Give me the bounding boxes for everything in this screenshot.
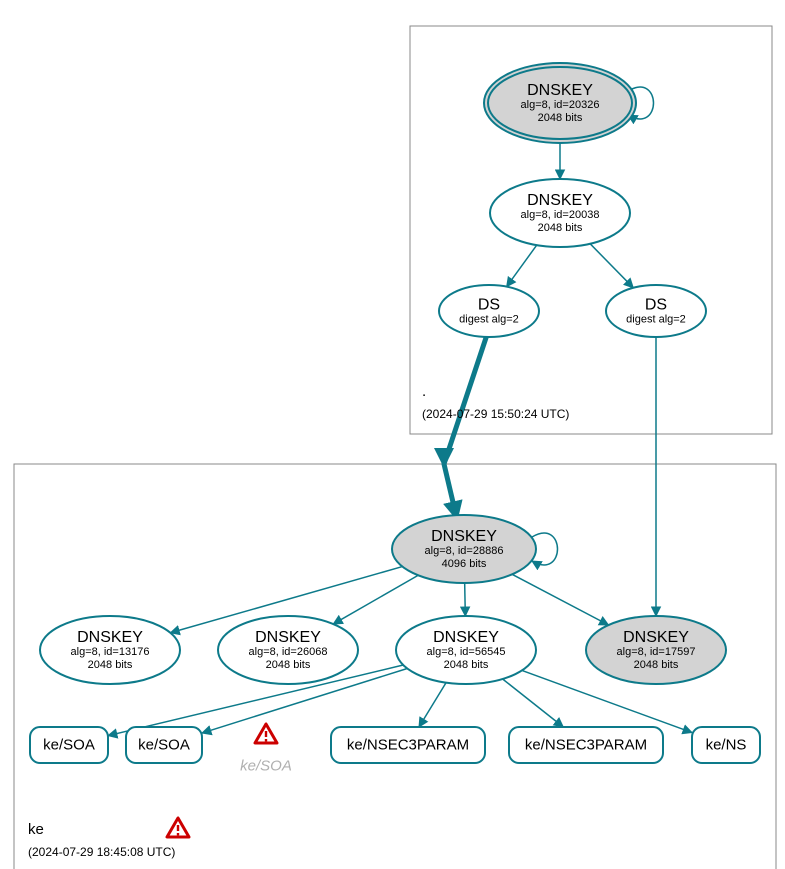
node-label: 2048 bits <box>266 659 311 671</box>
zone-timestamp: (2024-07-29 18:45:08 UTC) <box>28 845 175 859</box>
edge-n3-n5 <box>444 337 486 515</box>
node-label: DNSKEY <box>527 192 593 209</box>
node-n6: DNSKEYalg=8, id=131762048 bits <box>40 616 180 684</box>
zone-label: ke <box>28 821 44 838</box>
node-label: alg=8, id=28886 <box>425 545 504 557</box>
node-n7: DNSKEYalg=8, id=260682048 bits <box>218 616 358 684</box>
node-r2: ke/SOA <box>126 727 202 763</box>
node-label: DNSKEY <box>623 629 689 646</box>
node-label: alg=8, id=17597 <box>617 646 696 658</box>
edge-n2-n3 <box>507 245 537 287</box>
warning-icon <box>167 818 189 837</box>
node-label: DS <box>478 297 500 314</box>
node-r4: ke/NSEC3PARAM <box>331 727 485 763</box>
node-label: 4096 bits <box>442 558 487 570</box>
node-label: DNSKEY <box>255 629 321 646</box>
edge-n5-n8 <box>465 583 466 616</box>
zone-label: . <box>422 383 426 400</box>
node-label: DNSKEY <box>527 82 593 99</box>
node-label: ke/NSEC3PARAM <box>347 737 469 754</box>
node-label: 2048 bits <box>634 659 679 671</box>
node-label: DNSKEY <box>431 528 497 545</box>
node-label: ke/SOA <box>138 737 190 754</box>
node-label: alg=8, id=20326 <box>521 99 600 111</box>
node-label: alg=8, id=20038 <box>521 209 600 221</box>
node-label: ke/NS <box>706 737 747 754</box>
edge-n5-n9 <box>512 574 608 625</box>
node-label: 2048 bits <box>538 222 583 234</box>
warning-icon <box>255 724 277 743</box>
node-label: ke/NSEC3PARAM <box>525 737 647 754</box>
node-label: ke/SOA <box>240 758 292 775</box>
node-n5: DNSKEYalg=8, id=288864096 bits <box>392 515 536 583</box>
node-label: 2048 bits <box>88 659 133 671</box>
node-label: alg=8, id=56545 <box>427 646 506 658</box>
node-label: 2048 bits <box>538 112 583 124</box>
dnsviz-diagram: DNSKEYalg=8, id=203262048 bitsDNSKEYalg=… <box>0 0 785 869</box>
node-label: DNSKEY <box>433 629 499 646</box>
node-label: DS <box>645 297 667 314</box>
node-r3: ke/SOA <box>240 724 292 775</box>
node-label: DNSKEY <box>77 629 143 646</box>
zone-timestamp: (2024-07-29 15:50:24 UTC) <box>422 407 569 421</box>
node-label: ke/SOA <box>43 737 95 754</box>
node-n3: DSdigest alg=2 <box>439 285 539 337</box>
edge-n8-r5 <box>503 679 564 727</box>
node-label: 2048 bits <box>444 659 489 671</box>
node-n2: DNSKEYalg=8, id=200382048 bits <box>490 179 630 247</box>
node-n4: DSdigest alg=2 <box>606 285 706 337</box>
node-label: digest alg=2 <box>626 314 686 326</box>
node-n1: DNSKEYalg=8, id=203262048 bits <box>484 63 636 143</box>
edge-n8-r4 <box>419 683 446 727</box>
node-r6: ke/NS <box>692 727 760 763</box>
node-label: alg=8, id=26068 <box>249 646 328 658</box>
node-n9: DNSKEYalg=8, id=175972048 bits <box>586 616 726 684</box>
node-r1: ke/SOA <box>30 727 108 763</box>
node-label: alg=8, id=13176 <box>71 646 150 658</box>
node-r5: ke/NSEC3PARAM <box>509 727 663 763</box>
node-n8: DNSKEYalg=8, id=565452048 bits <box>396 616 536 684</box>
edge-n2-n4 <box>590 244 633 288</box>
node-label: digest alg=2 <box>459 314 519 326</box>
